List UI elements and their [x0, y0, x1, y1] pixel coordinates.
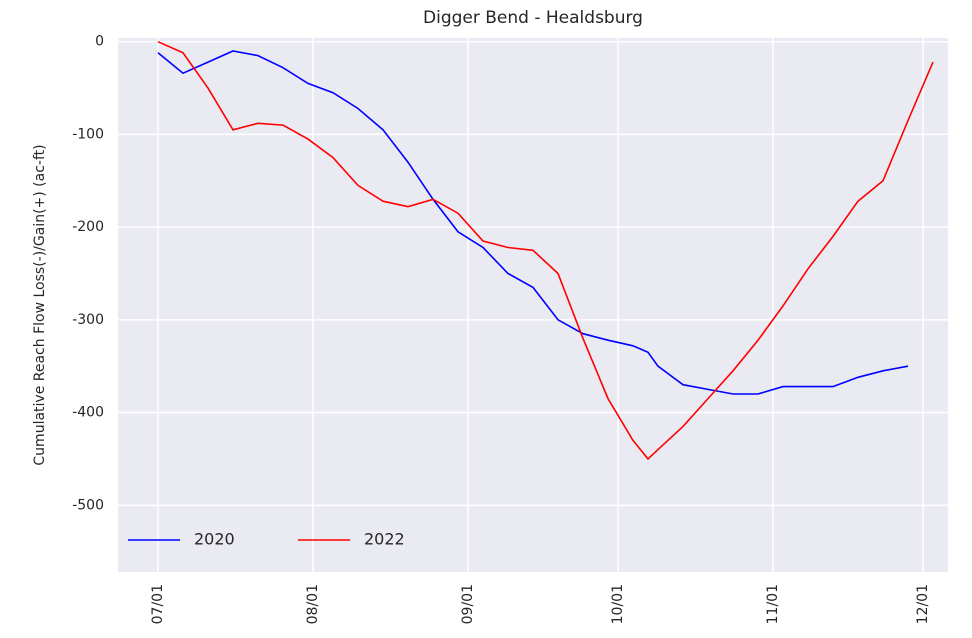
- x-tick-label: 12/01: [915, 584, 931, 624]
- plot-area: [118, 38, 948, 572]
- x-tick-label: 11/01: [765, 584, 781, 624]
- y-tick-label: -300: [72, 312, 104, 328]
- x-tick-label: 08/01: [305, 584, 321, 624]
- y-tick-label: -200: [72, 219, 104, 235]
- y-tick-label: -500: [72, 497, 104, 513]
- legend-label: 2022: [364, 530, 405, 549]
- y-axis-label: Cumulative Reach Flow Loss(-)/Gain(+) (a…: [32, 144, 48, 465]
- y-tick-label: 0: [95, 34, 104, 50]
- y-tick-label: -400: [72, 405, 104, 421]
- chart-title: Digger Bend - Healdsburg: [423, 8, 643, 28]
- x-tick-label: 07/01: [150, 584, 166, 624]
- x-tick-label: 10/01: [610, 584, 626, 624]
- data-line: [157, 40, 934, 461]
- y-tick-label: -100: [72, 126, 104, 142]
- legend-label: 2020: [194, 530, 235, 549]
- data-line: [157, 50, 909, 395]
- x-tick-label: 09/01: [460, 584, 476, 624]
